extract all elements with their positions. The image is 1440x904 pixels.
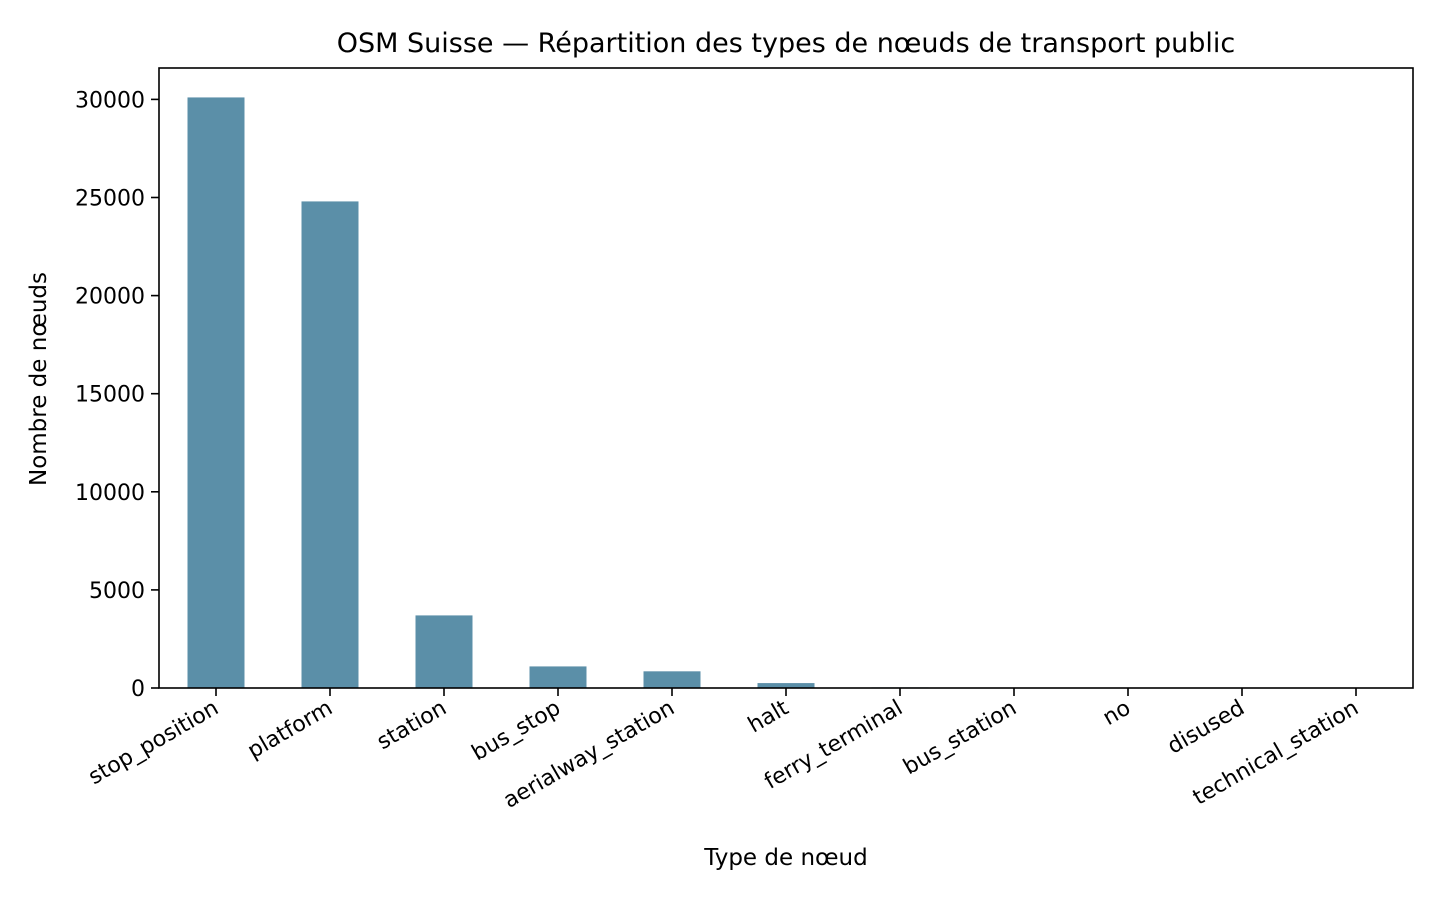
bar-aerialway-station xyxy=(644,671,701,688)
x-tick-label: bus_station xyxy=(899,696,1021,781)
y-tick-label: 10000 xyxy=(75,481,145,506)
x-axis-label: Type de nœud xyxy=(703,845,867,871)
x-tick-label: halt xyxy=(744,695,793,738)
x-tick-label: stop_position xyxy=(84,696,223,790)
x-tick-label: station xyxy=(373,696,451,756)
bar-platform xyxy=(302,201,359,688)
y-tick-label: 15000 xyxy=(75,383,145,408)
y-tick-label: 25000 xyxy=(75,186,145,211)
y-tick-label: 20000 xyxy=(75,285,145,310)
x-tick-label: disused xyxy=(1163,696,1249,760)
bar-stop-position xyxy=(188,97,245,688)
bar-bus-stop xyxy=(530,666,587,688)
y-tick-label: 30000 xyxy=(75,88,145,113)
plot-area: 0 5000 10000 15000 20000 25000 30000 stop_posit… xyxy=(75,68,1413,814)
bar-station xyxy=(416,615,473,688)
x-tick-label: bus_stop xyxy=(468,696,565,767)
x-tick-label: platform xyxy=(244,696,337,764)
y-tick-label: 0 xyxy=(131,677,145,702)
x-tick-label: no xyxy=(1099,696,1135,731)
y-tick-label: 5000 xyxy=(89,579,145,604)
chart-title: OSM Suisse — Répartition des types de nœ… xyxy=(337,28,1236,59)
y-axis-label: Nombre de nœuds xyxy=(26,272,52,486)
